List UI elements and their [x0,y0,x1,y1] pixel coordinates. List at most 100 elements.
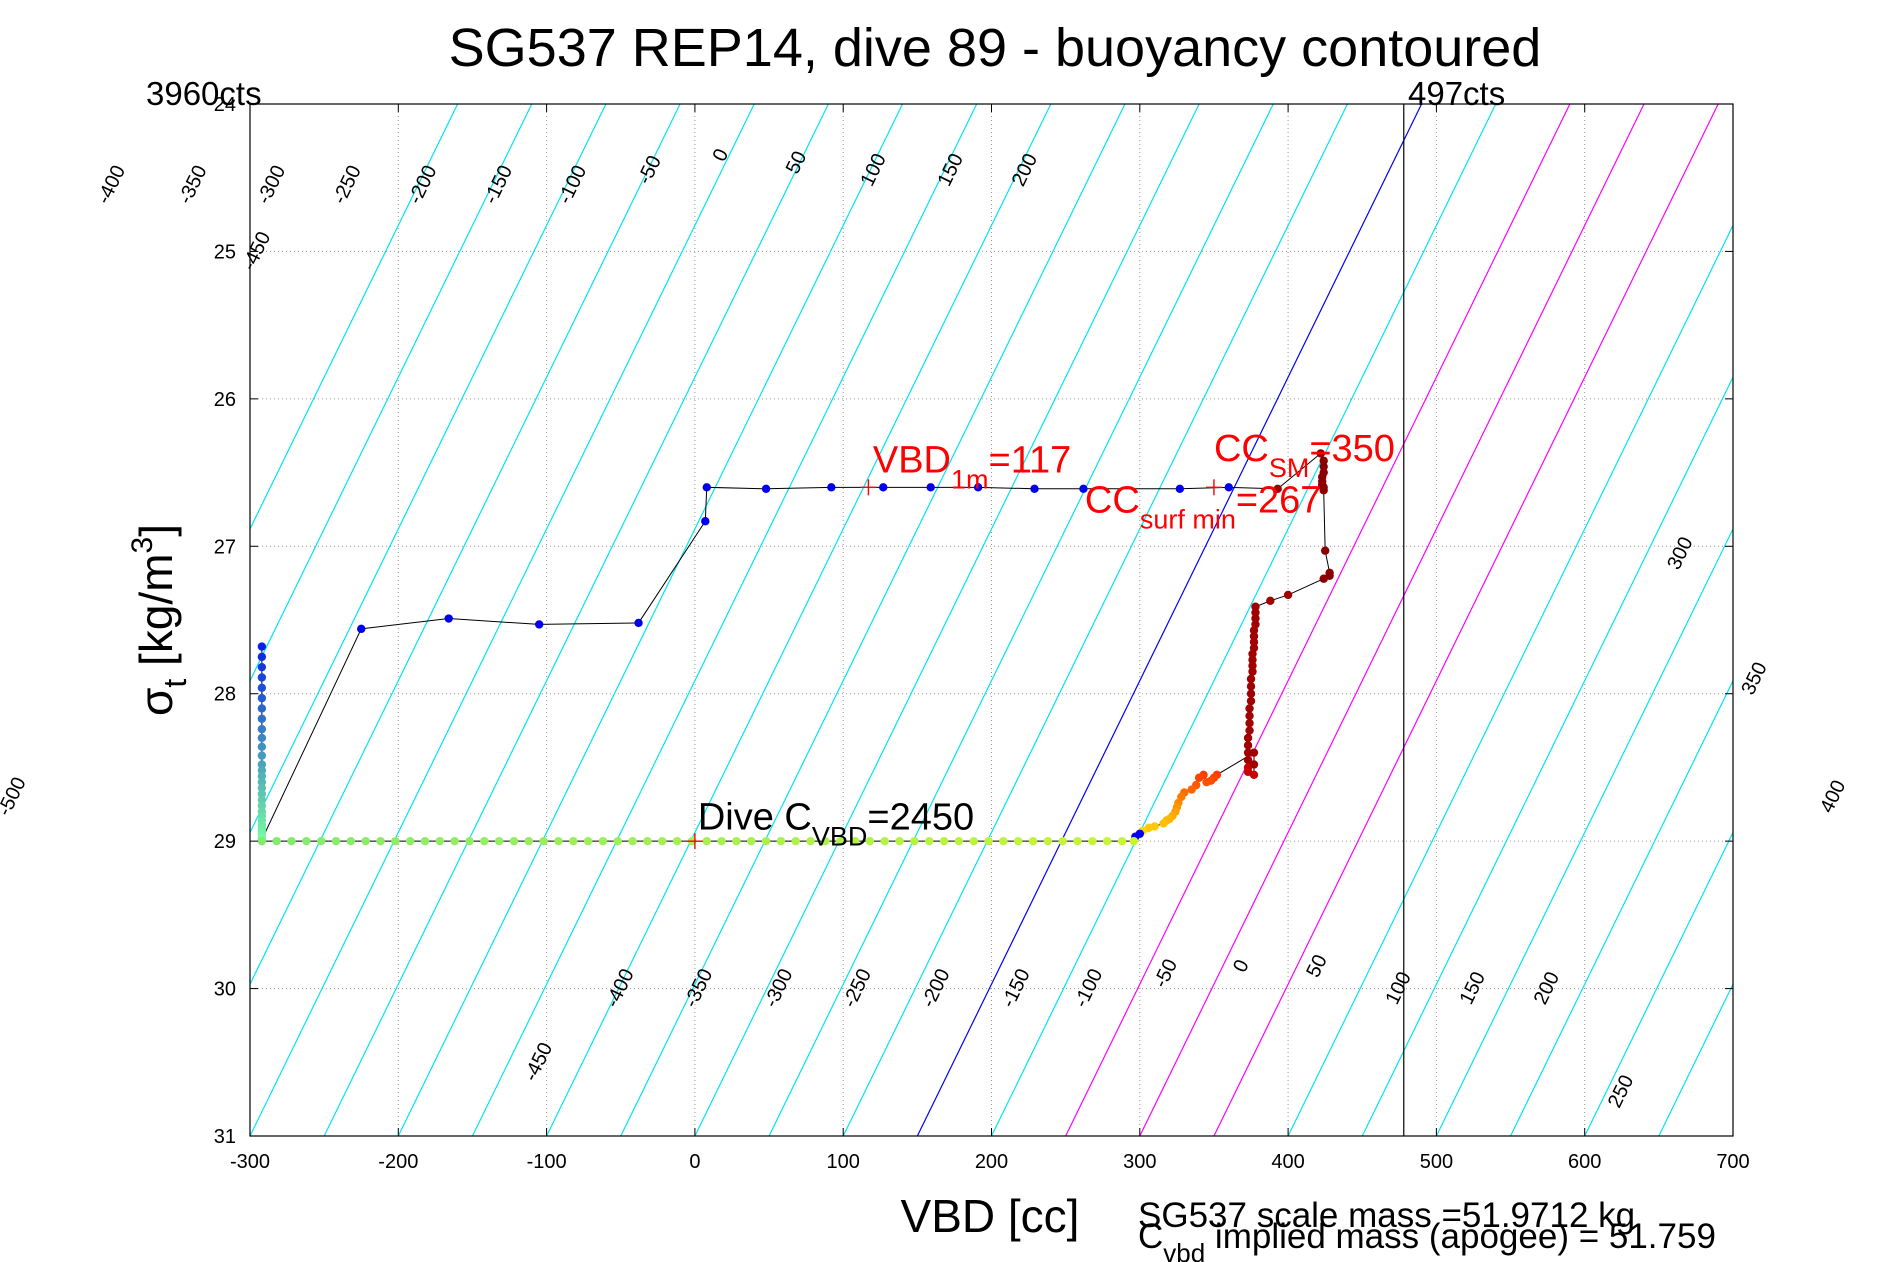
bottom-point [717,836,726,846]
x-tick-label: 0 [689,1151,700,1173]
bottom-point [658,836,667,846]
x-tick-label: 100 [827,1151,860,1173]
bottom-point [376,836,385,846]
annotation-label: Dive CVBD=2450 [698,796,974,851]
profile-point [761,484,771,493]
bottom-point [346,836,356,846]
bottom-point [287,836,296,846]
profile-point [257,777,267,787]
bottom-point [984,836,993,846]
bottom-point [316,836,326,846]
annotation-label: CCsurf min=267 [1085,479,1322,534]
x-tick-label: 700 [1716,1151,1749,1173]
bottom-point [569,836,578,846]
profile-point [1316,449,1325,458]
x-tick-label: 600 [1568,1151,1601,1173]
profile-point [1266,596,1275,606]
bottom-point [583,836,593,846]
profile-point [1283,590,1293,600]
y-tick-label: 30 [214,979,236,1001]
buoyancy-contour-line [990,104,1497,1136]
axis-ticks: -300 -200 -100 0 100 200 300 400 500 600 700 24 25 26… [214,94,1750,1173]
profile-point [1243,741,1253,750]
bottom-point [747,836,756,846]
profile-point [257,772,267,781]
bottom-point [272,836,281,846]
profile-point [1319,462,1328,471]
buoyancy-contour-line [1584,831,1733,1136]
bottom-point [939,836,949,846]
implied-mass-note: Cvbd implied mass (apogee) = 51.759 [1138,1217,1716,1262]
bottom-point [850,836,860,846]
profile-point [1249,637,1259,647]
profile-point [1319,456,1328,465]
dive-profile [257,449,1334,846]
profile-point [257,751,267,760]
buoyancy-contour-line [250,104,755,1136]
chart-title: SG537 REP14, dive 89 - buoyancy contoure… [449,18,1542,78]
annotation-label: CCSM=350 [1214,428,1395,483]
bottom-point [613,836,622,846]
buoyancy-contours [250,104,1733,1136]
profile-point [1319,486,1328,495]
buoyancy-contour-line [1361,375,1733,1136]
bottom-point [836,836,845,846]
y-tick-label: 25 [214,241,236,263]
y-tick-label: 31 [214,1126,236,1148]
profile-point [257,789,267,799]
buoyancy-contour-line [250,104,681,986]
profile-point [1273,484,1282,493]
bottom-point [509,836,519,846]
profile-point [257,673,267,682]
bottom-point [865,836,875,846]
profile-point [1194,773,1204,782]
buoyancy-contour-line [768,104,1274,1136]
profile-point [634,618,643,628]
y-tick-label: 29 [214,831,236,853]
bottom-point [465,836,474,846]
top-left-counts-label: 3960cts [146,75,262,112]
profile-point [1248,661,1257,670]
profile-point [1246,674,1256,684]
bottom-point [391,836,400,846]
profile-point [1251,608,1260,617]
profile-point [257,683,267,693]
profile-point [702,483,711,492]
bottom-point [761,836,771,846]
x-tick-label: -200 [378,1151,418,1173]
profile-point [1249,770,1259,779]
x-tick-label: 500 [1420,1151,1453,1173]
profile-point [1243,755,1253,765]
y-tick-label: 26 [214,389,236,411]
buoyancy-contour-line [1287,224,1733,1136]
profile-point [257,742,267,751]
bottom-point [435,836,445,846]
x-axis-label: VBD [cc] [901,1190,1080,1242]
profile-point [1251,602,1260,611]
profile-point [534,620,544,629]
profile-point [1248,655,1257,665]
profile-point [257,662,267,672]
bottom-point [302,836,311,846]
bottom-point [880,836,889,846]
bottom-point [539,836,548,846]
profile-point [257,704,267,713]
profile-point [257,733,267,743]
bottom-point [702,836,711,846]
profile-point [1249,632,1259,641]
bottom-point [405,836,415,846]
buoyancy-contour-line [397,104,904,1136]
bottom-point [1028,836,1038,846]
bottom-point [806,836,815,846]
x-tick-label: 200 [975,1151,1008,1173]
profile-point [257,642,267,651]
profile-point [257,783,267,793]
bottom-point [420,836,430,846]
bottom-point [494,836,504,846]
profile-point [879,483,888,492]
bottom-point [1073,836,1082,846]
bottom-point [1129,836,1139,846]
profile-point [827,483,836,492]
scale-mass-note: SG537 scale mass =51.9712 kg [1138,1196,1635,1235]
